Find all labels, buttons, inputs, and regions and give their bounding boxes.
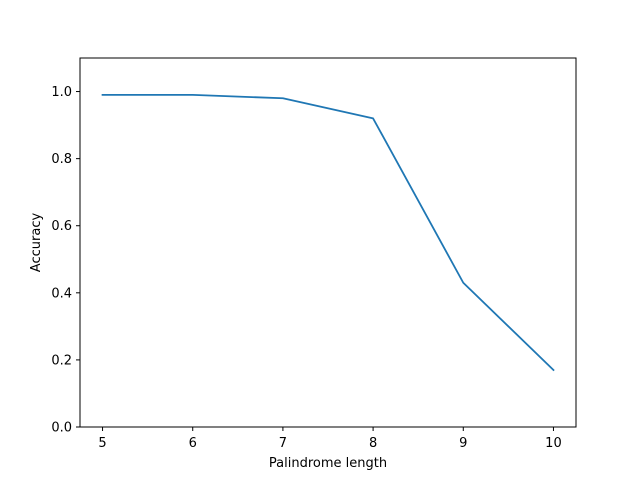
accuracy-series-line (101, 94, 555, 372)
x-axis-label: Palindrome length (269, 456, 387, 471)
x-tick-label: 5 (98, 436, 106, 451)
y-tick-label: 0.4 (51, 286, 72, 301)
plot-frame (79, 57, 577, 428)
x-axis-ticks: 5 6 7 8 9 10 (98, 427, 562, 451)
x-tick-label: 9 (459, 436, 467, 451)
y-tick-label: 0.2 (51, 353, 72, 368)
y-tick-label: 1.0 (51, 85, 72, 100)
y-tick-label: 0.6 (51, 219, 72, 234)
x-tick-label: 10 (545, 436, 562, 451)
x-tick-label: 7 (279, 436, 287, 451)
y-tick-label: 0.8 (51, 152, 72, 167)
plot-area (80, 58, 576, 427)
x-tick-label: 6 (189, 436, 197, 451)
y-tick-label: 0.0 (51, 421, 72, 436)
y-axis-ticks: 0.0 0.2 0.4 0.6 0.8 1.0 (51, 85, 80, 436)
y-axis-label: Accuracy (29, 213, 44, 273)
x-tick-label: 8 (369, 436, 377, 451)
